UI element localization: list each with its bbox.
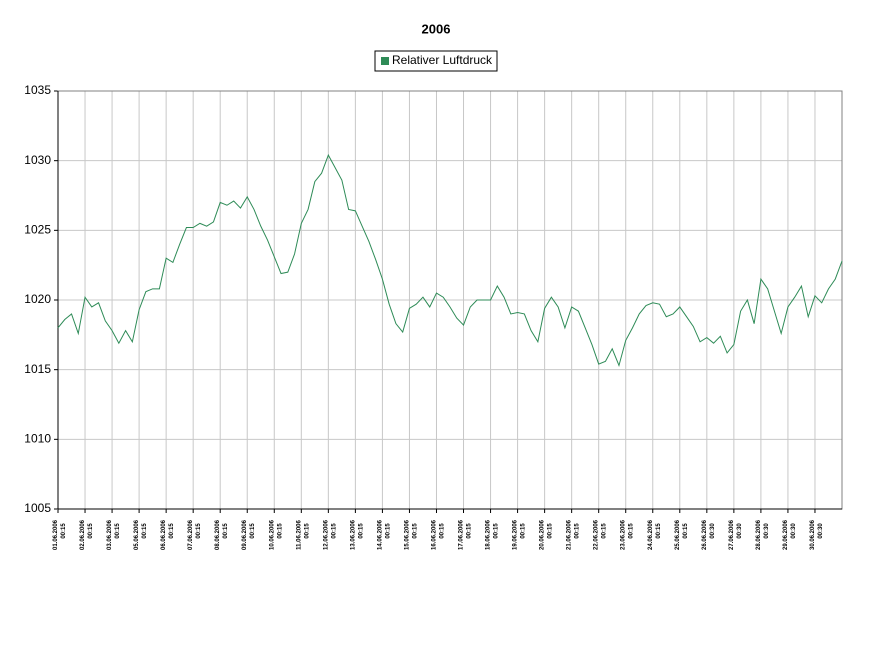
- x-tick-label: 26.06.2006 00:30: [701, 519, 715, 550]
- x-tick-label: 24.06.2006 00:15: [647, 519, 661, 550]
- x-tick-label: 18.06.2006 00:15: [485, 519, 499, 550]
- x-tick-label: 05.06.2006 00:15: [134, 519, 148, 550]
- x-tick-label: 08.06.2006 00:15: [215, 519, 229, 550]
- x-tick-label: 14.06.2006 00:15: [377, 519, 391, 550]
- x-tick-label: 12.06.2006 00:15: [323, 519, 337, 550]
- x-tick-label: 29.06.2006 00:30: [783, 519, 797, 550]
- legend-swatch: [381, 57, 389, 65]
- x-tick-label: 11.06.2006 00:15: [296, 519, 310, 549]
- x-tick-label: 28.06.2006 00:30: [755, 519, 769, 550]
- line-series: [57, 153, 843, 368]
- x-tick-label: 21.06.2006 00:15: [566, 519, 580, 550]
- y-tick-label: 1010: [24, 432, 51, 446]
- x-tick-label: 13.06.2006 00:15: [350, 519, 364, 550]
- legend-label: Relativer Luftdruck: [392, 53, 493, 67]
- x-tick-label: 01.06.2006 00:15: [53, 519, 67, 550]
- y-tick-label: 1025: [24, 223, 51, 237]
- x-tick-label: 02.06.2006 00:15: [80, 519, 94, 550]
- x-tick-label: 27.06.2006 00:30: [728, 519, 742, 550]
- x-tick-label: 03.06.2006 00:15: [107, 519, 121, 550]
- y-tick-label: 1035: [24, 83, 51, 97]
- x-tick-label: 15.06.2006 00:15: [404, 519, 418, 550]
- x-tick-label: 30.06.2006 00:30: [810, 519, 824, 550]
- x-tick-label: 17.06.2006 00:15: [458, 519, 472, 550]
- x-tick-label: 20.06.2006 00:15: [539, 519, 553, 550]
- y-tick-label: 1030: [24, 153, 51, 167]
- y-tick-label: 1020: [24, 292, 51, 306]
- x-tick-label: 09.06.2006 00:15: [242, 519, 256, 550]
- x-tick-label: 23.06.2006 00:15: [620, 519, 634, 550]
- x-tick-label: 22.06.2006 00:15: [593, 519, 607, 550]
- x-tick-label: 06.06.2006 00:15: [161, 519, 175, 550]
- legend-box: [374, 50, 498, 72]
- chart-title: 2006: [422, 21, 451, 36]
- x-tick-label: 25.06.2006 00:15: [674, 519, 688, 550]
- y-tick-label: 1015: [24, 362, 51, 376]
- x-tick-label: 07.06.2006 00:15: [188, 519, 202, 550]
- x-tick-label: 10.06.2006 00:15: [269, 519, 283, 550]
- x-tick-label: 19.06.2006 00:15: [512, 519, 526, 550]
- y-tick-label: 1005: [24, 501, 51, 515]
- x-tick-label: 16.06.2006 00:15: [431, 519, 445, 550]
